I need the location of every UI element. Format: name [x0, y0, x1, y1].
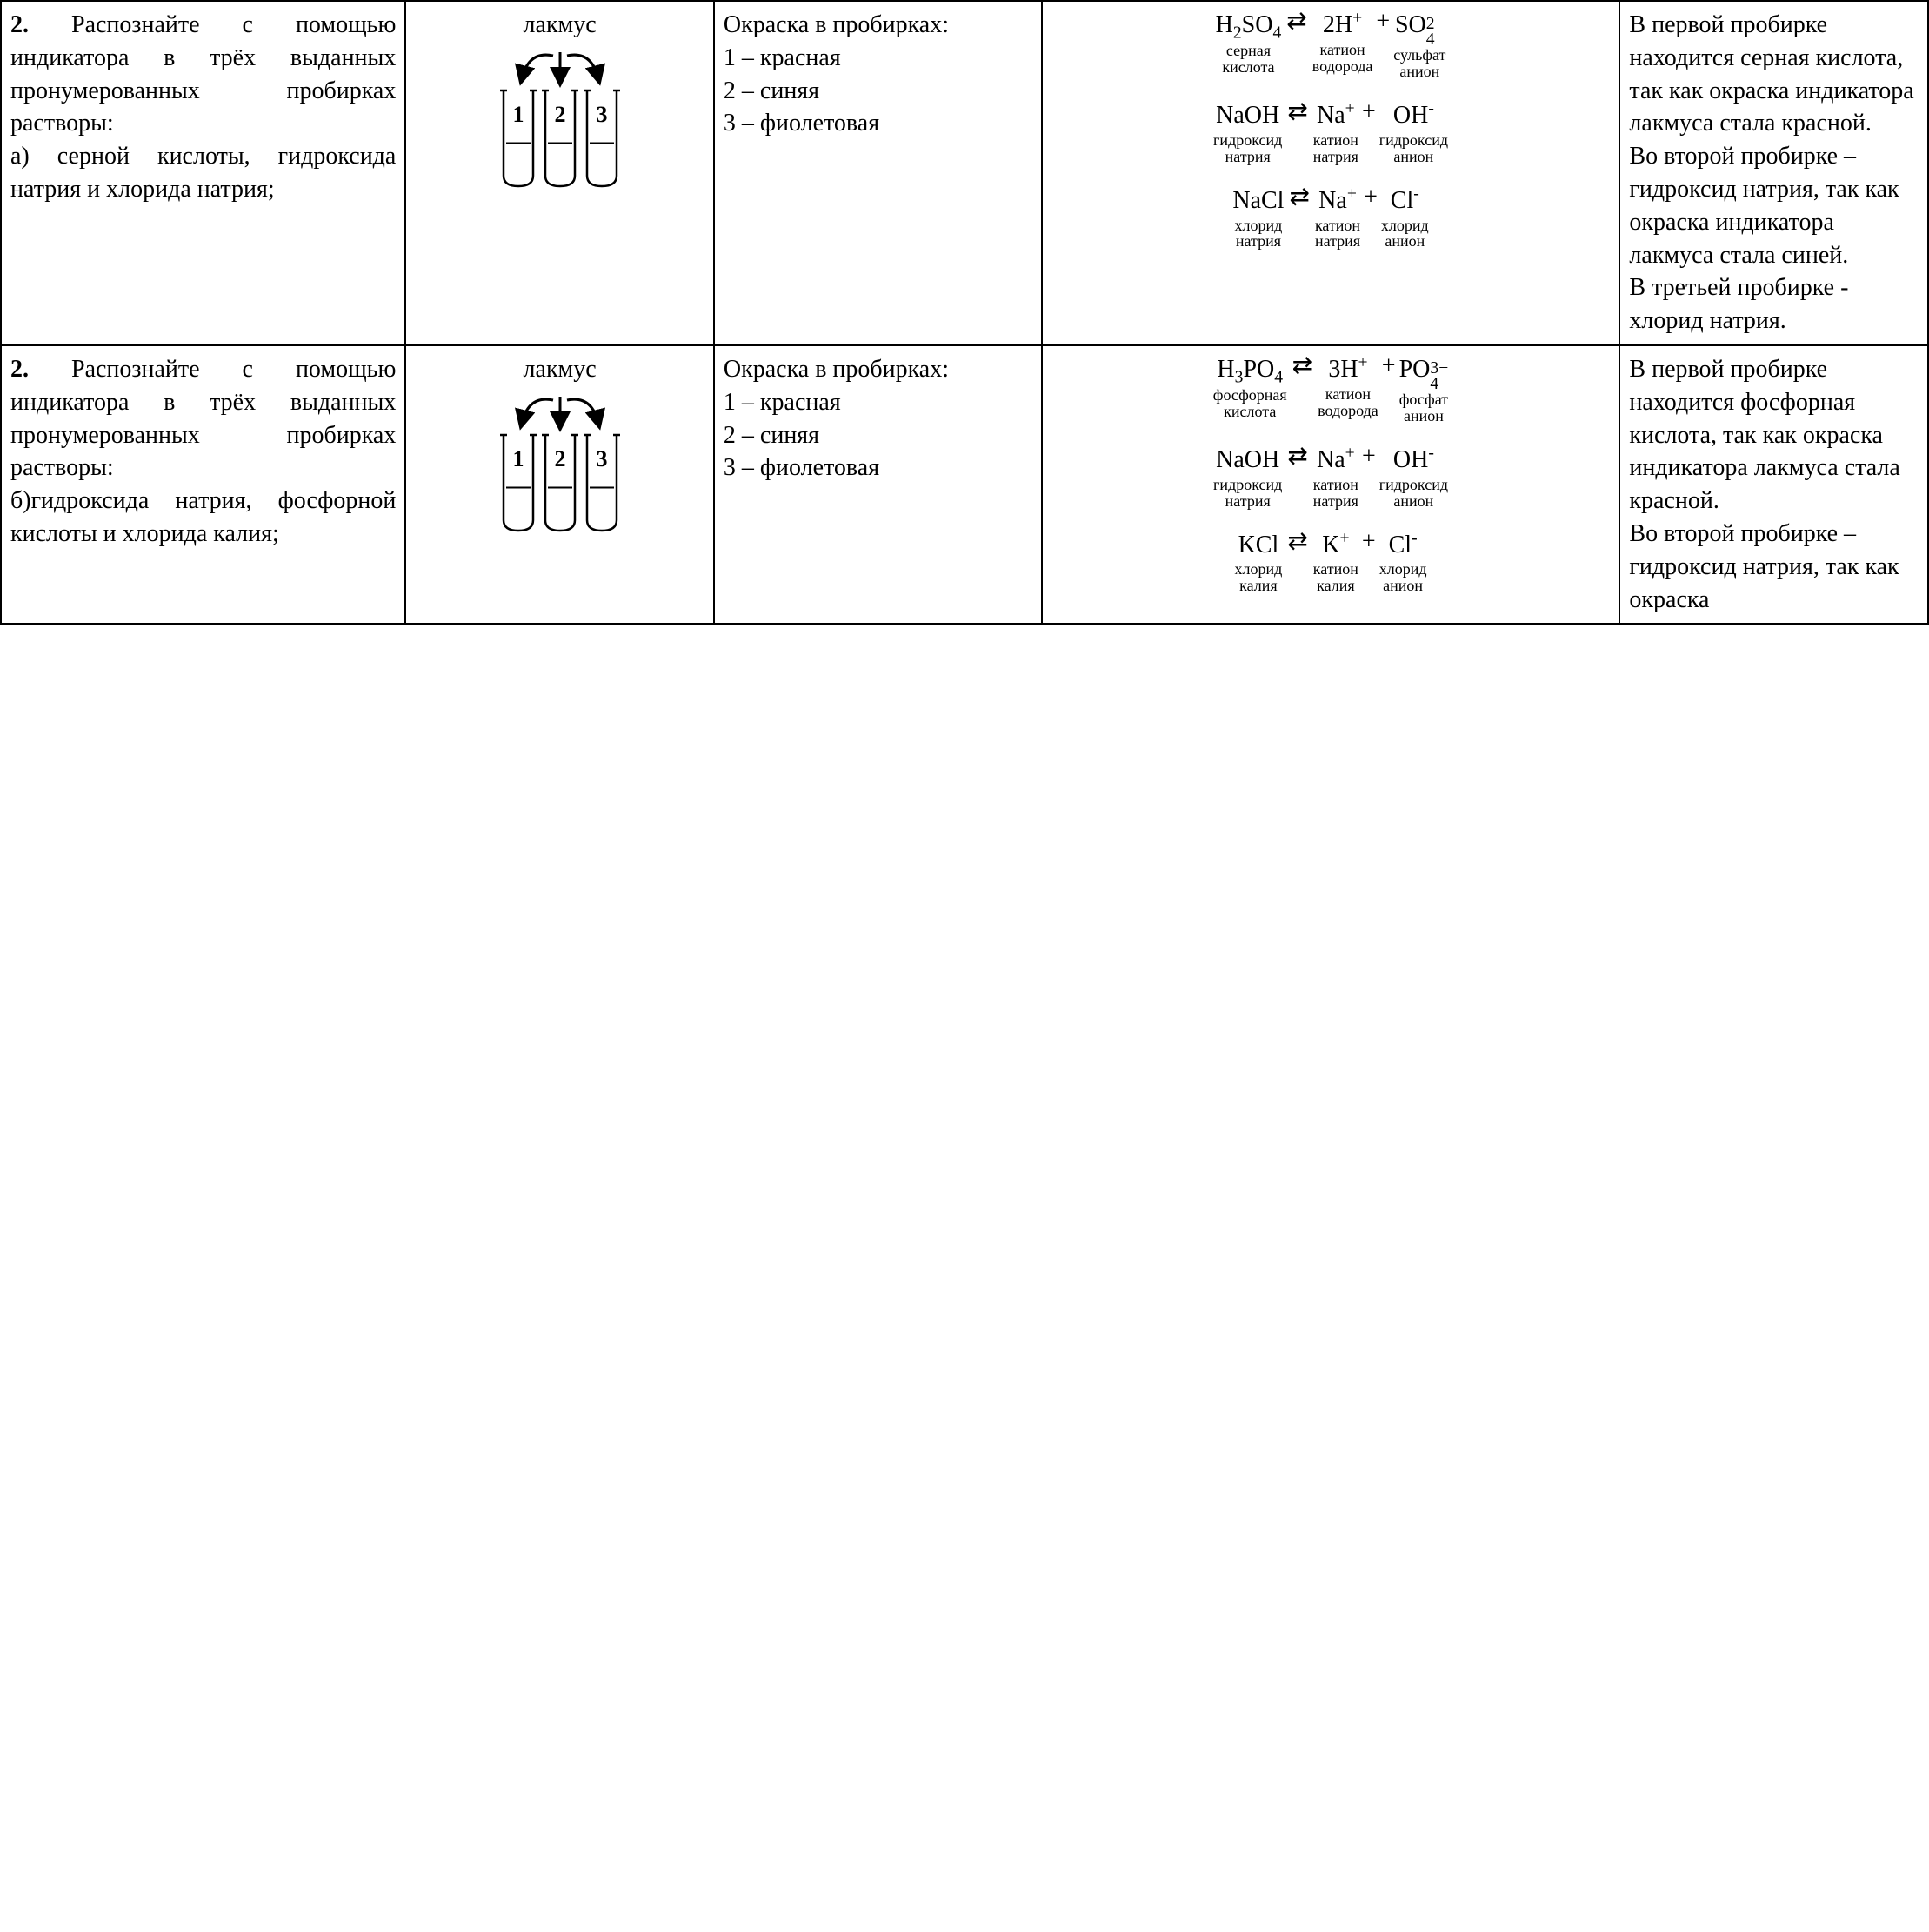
- svg-text:3: 3: [596, 446, 607, 471]
- svg-text:2: 2: [554, 102, 565, 127]
- plus-sign: +: [1364, 184, 1378, 211]
- chem-species: PO3−4фосфатанион: [1399, 353, 1449, 425]
- test-tubes-icon: 1 2 3: [495, 47, 625, 195]
- svg-text:1: 1: [512, 102, 524, 127]
- equation: H2SO4сернаякислота⇄2H+катионводорода+SO2…: [1051, 9, 1611, 80]
- chem-species: NaOHгидроксиднатрия: [1213, 99, 1282, 165]
- equation: H3PO4фосфорнаякислота⇄3H+катионводорода+…: [1051, 353, 1611, 425]
- indicator-name: лакмус: [415, 353, 704, 386]
- obs-line: 3 – фиолетовая: [724, 454, 879, 481]
- chem-species: Na+катионнатрия: [1315, 184, 1360, 251]
- observation-cell: Окраска в пробирках: 1 – красная 2 – синяя…: [714, 345, 1042, 624]
- equations-cell: H3PO4фосфорнаякислота⇄3H+катионводорода+…: [1042, 345, 1620, 624]
- obs-line: 2 – синяя: [724, 422, 819, 449]
- plus-sign: +: [1362, 529, 1376, 556]
- equation: NaOHгидроксиднатрия⇄Na+катионнатрия+OH-г…: [1051, 444, 1611, 510]
- task-body: Распознайте с помощью индикатора в трёх …: [10, 356, 396, 481]
- conclusion-text: В первой пробирке находится фосфорная ки…: [1629, 356, 1899, 613]
- chem-species: KClхлоридкалия: [1235, 529, 1283, 595]
- obs-line: 2 – синяя: [724, 77, 819, 104]
- equations-cell: H2SO4сернаякислота⇄2H+катионводорода+SO2…: [1042, 1, 1620, 345]
- chem-species: Cl-хлориданион: [1381, 184, 1429, 251]
- chemistry-table: 2. Распознайте с помощью индикатора в тр…: [0, 0, 1929, 625]
- obs-line: 3 – фиолетовая: [724, 110, 879, 137]
- chem-species: Na+катионнатрия: [1313, 444, 1358, 510]
- equation: NaClхлориднатрия⇄Na+катионнатрия+Cl-хлор…: [1051, 184, 1611, 251]
- plus-sign: +: [1382, 353, 1396, 380]
- plus-sign: +: [1362, 444, 1376, 471]
- table-body: 2. Распознайте с помощью индикатора в тр…: [1, 1, 1928, 624]
- test-tubes-icon: 1 2 3: [495, 391, 625, 539]
- indicator-cell: лакмус 1 2 3: [405, 345, 714, 624]
- observation-cell: Окраска в пробирках: 1 – красная 2 – синяя…: [714, 1, 1042, 345]
- indicator-cell: лакмус 1 2 3: [405, 1, 714, 345]
- conclusion-cell: В первой пробирке находится фосфорная ки…: [1619, 345, 1928, 624]
- chem-species: 3H+катионводорода: [1318, 353, 1378, 419]
- task-cell: 2. Распознайте с помощью индикатора в тр…: [1, 1, 405, 345]
- obs-head: Окраска в пробирках:: [724, 356, 949, 383]
- svg-text:3: 3: [596, 102, 607, 127]
- task-body: Распознайте с помощью индикатора в трёх …: [10, 11, 396, 137]
- task-number: 2.: [10, 11, 29, 38]
- chem-species: H3PO4фосфорнаякислота: [1213, 353, 1287, 420]
- obs-line: 1 – красная: [724, 44, 841, 71]
- equilibrium-arrow-icon: ⇄: [1286, 9, 1306, 36]
- task-cell: 2. Распознайте с помощью индикатора в тр…: [1, 345, 405, 624]
- equilibrium-arrow-icon: ⇄: [1292, 353, 1312, 380]
- chem-species: NaClхлориднатрия: [1232, 184, 1284, 251]
- chem-species: SO2−4сульфатанион: [1393, 9, 1445, 80]
- conclusion-cell: В первой пробирке находится серная кисло…: [1619, 1, 1928, 345]
- equilibrium-arrow-icon: ⇄: [1287, 529, 1307, 556]
- task-sub: а) серной кислоты, гидроксида натрия и х…: [10, 143, 396, 203]
- chem-species: OH-гидроксиданион: [1379, 99, 1448, 165]
- chem-species: Na+катионнатрия: [1313, 99, 1358, 165]
- task-sub: б)гидроксида натрия, фосфорной кислоты и…: [10, 487, 396, 547]
- plus-sign: +: [1362, 99, 1376, 126]
- equilibrium-arrow-icon: ⇄: [1287, 99, 1307, 126]
- equilibrium-arrow-icon: ⇄: [1287, 444, 1307, 471]
- equation: NaOHгидроксиднатрия⇄Na+катионнатрия+OH-г…: [1051, 99, 1611, 165]
- chem-species: Cl-хлориданион: [1379, 529, 1427, 595]
- equilibrium-arrow-icon: ⇄: [1289, 184, 1309, 211]
- svg-text:2: 2: [554, 446, 565, 471]
- chem-species: 2H+катионводорода: [1312, 9, 1373, 75]
- obs-head: Окраска в пробирках:: [724, 11, 949, 38]
- task-number: 2.: [10, 356, 29, 383]
- chem-species: H2SO4сернаякислота: [1216, 9, 1282, 76]
- plus-sign: +: [1376, 9, 1390, 36]
- obs-line: 1 – красная: [724, 389, 841, 416]
- chem-species: OH-гидроксиданион: [1379, 444, 1448, 510]
- indicator-name: лакмус: [415, 9, 704, 42]
- table-row: 2. Распознайте с помощью индикатора в тр…: [1, 1, 1928, 345]
- conclusion-text: В первой пробирке находится серная кисло…: [1629, 11, 1913, 334]
- table-row: 2. Распознайте с помощью индикатора в тр…: [1, 345, 1928, 624]
- svg-text:1: 1: [512, 446, 524, 471]
- chem-species: K+катионкалия: [1313, 529, 1358, 595]
- chem-species: NaOHгидроксиднатрия: [1213, 444, 1282, 510]
- equation: KClхлоридкалия⇄K+катионкалия+Cl-хлоридан…: [1051, 529, 1611, 595]
